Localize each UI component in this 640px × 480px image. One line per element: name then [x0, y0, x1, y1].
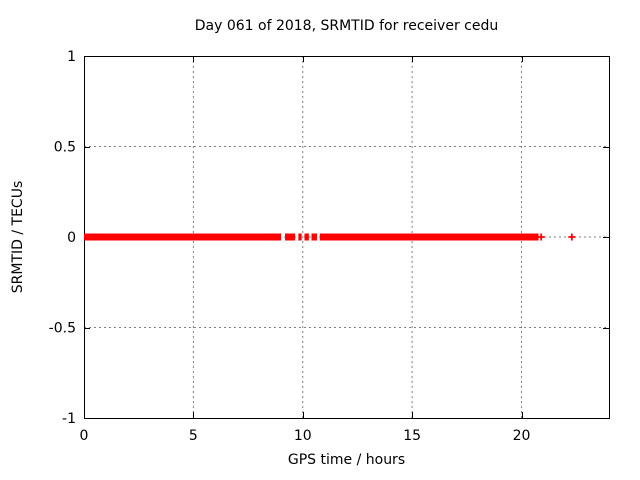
x-tick-label-0: 0 — [80, 428, 89, 444]
data-point-plus-0 — [537, 233, 545, 241]
x-axis-label: GPS time / hours — [287, 452, 406, 468]
x-tick-label-15: 15 — [403, 428, 421, 444]
data-point-plus-1 — [568, 233, 576, 241]
data-band-2 — [298, 233, 302, 241]
data-band-1 — [285, 233, 296, 241]
data-band-0 — [84, 233, 282, 241]
y-tick-label--0.5: -0.5 — [49, 321, 76, 337]
y-tick-label-0.5: 0.5 — [54, 140, 76, 156]
x-tick-label-10: 10 — [294, 428, 312, 444]
data-band-3 — [304, 233, 309, 241]
y-tick-label-1: 1 — [67, 49, 76, 65]
y-tick-label--1: -1 — [62, 411, 76, 427]
data-band-4 — [311, 233, 317, 241]
x-tick-label-20: 20 — [513, 428, 531, 444]
data-band-5 — [319, 233, 539, 241]
chart-title: Day 061 of 2018, SRMTID for receiver ced… — [194, 18, 499, 34]
x-tick-label-5: 5 — [189, 428, 198, 444]
y-tick-label-0: 0 — [67, 230, 76, 246]
